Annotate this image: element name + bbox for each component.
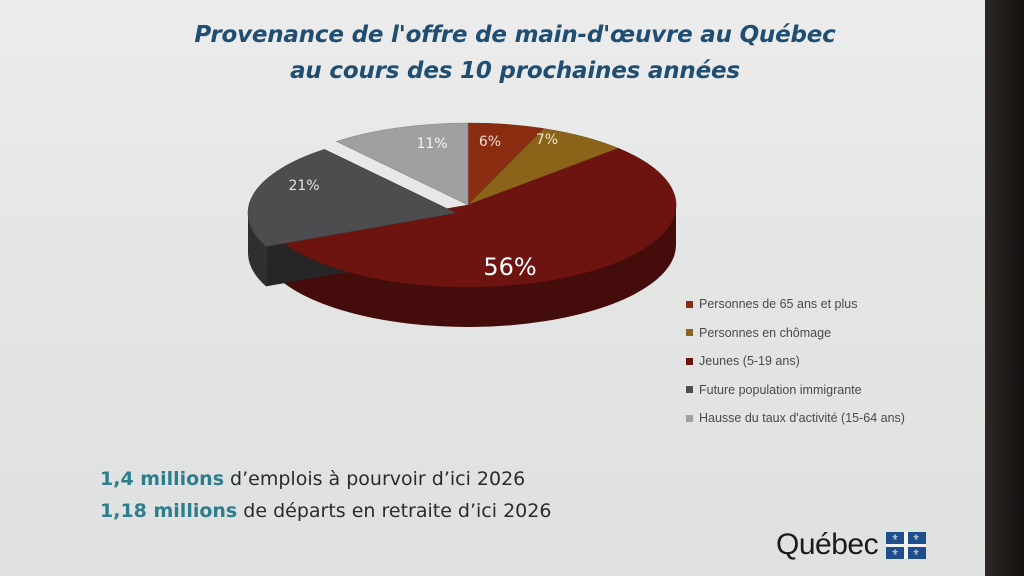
- stat-jobs: 1,4 millions d’emplois à pourvoir d’ici …: [100, 468, 525, 490]
- legend-item-2: Jeunes (5-19 ans): [686, 347, 905, 376]
- slide: Provenance de l'offre de main-d'œuvre au…: [0, 0, 985, 576]
- legend-item-3: Future population immigrante: [686, 376, 905, 405]
- pie-slice-2: [277, 148, 677, 288]
- legend-swatch-2: [686, 357, 693, 365]
- pie-slice-side-2: [278, 205, 676, 327]
- pie-slice-4: [335, 122, 469, 206]
- legend-label-2: Jeunes (5-19 ans): [699, 354, 800, 369]
- chart-legend: Personnes de 65 ans et plus Personnes en …: [686, 290, 905, 433]
- legend-swatch-0: [686, 300, 693, 308]
- quebec-logo: Québec ⚜ ⚜ ⚜ ⚜: [776, 528, 927, 562]
- chart-title-line2: au cours des 10 prochaines années: [290, 58, 740, 84]
- stat-retirements-number: 1,18 millions: [100, 500, 238, 522]
- pie-label-1: 7%: [536, 132, 558, 148]
- legend-swatch-1: [686, 329, 693, 337]
- pie-label-0: 6%: [479, 134, 501, 150]
- chart-title-line1: Provenance de l'offre de main-d'œuvre au…: [194, 22, 836, 48]
- screen-edge: [985, 0, 1024, 576]
- legend-item-1: Personnes en chômage: [686, 319, 905, 348]
- legend-swatch-4: [686, 414, 693, 422]
- legend-swatch-3: [686, 386, 693, 394]
- legend-label-0: Personnes de 65 ans et plus: [699, 297, 858, 312]
- pie-label-2: 56%: [483, 253, 536, 281]
- legend-label-4: Hausse du taux d'activité (15-64 ans): [699, 411, 905, 426]
- pie-slice-3: [247, 149, 457, 247]
- legend-item-0: Personnes de 65 ans et plus: [686, 290, 905, 319]
- logo-text: Québec: [776, 528, 879, 561]
- pie-slice-side-3: [248, 213, 267, 287]
- legend-label-1: Personnes en chômage: [699, 325, 832, 340]
- pie-chart: 6% 7% 56% 21% 11%: [247, 122, 677, 327]
- stat-jobs-text: d’emplois à pourvoir d’ici 2026: [224, 468, 526, 490]
- legend-label-3: Future population immigrante: [699, 382, 862, 397]
- stat-retirements-text: de départs en retraite d’ici 2026: [237, 500, 552, 522]
- stat-retirements: 1,18 millions de départs en retraite d’i…: [100, 500, 551, 522]
- stat-jobs-number: 1,4 millions: [100, 468, 225, 490]
- pie-label-3: 21%: [288, 178, 319, 194]
- fleur-de-lis-flag-icon: ⚜ ⚜ ⚜ ⚜: [886, 531, 927, 559]
- legend-item-4: Hausse du taux d'activité (15-64 ans): [686, 404, 905, 433]
- pie-label-4: 11%: [416, 136, 447, 152]
